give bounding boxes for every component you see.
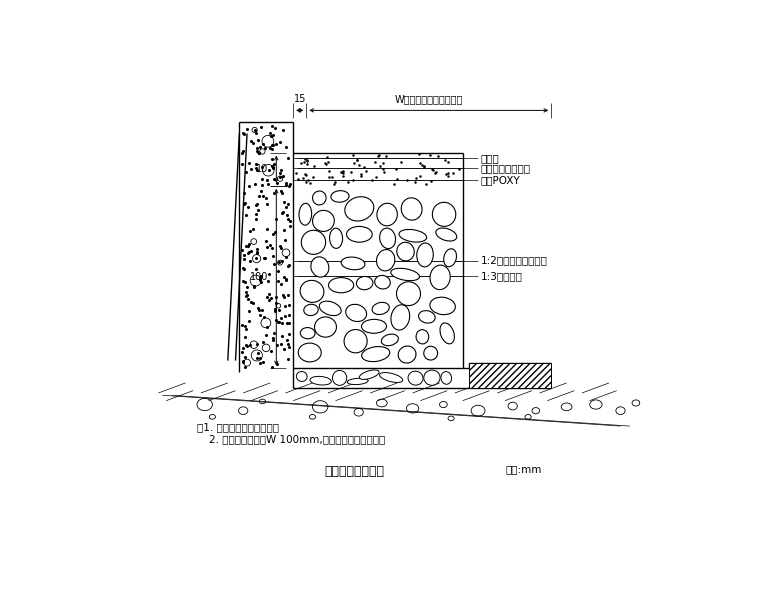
Text: 2. 鹅卵石石子粒径W 100mm,半径由甲方分割调整。: 2. 鹅卵石石子粒径W 100mm,半径由甲方分割调整。 [208, 434, 385, 444]
Text: 饰面层: 饰面层 [480, 153, 499, 163]
Ellipse shape [304, 304, 318, 316]
Ellipse shape [441, 371, 451, 385]
Ellipse shape [298, 343, 321, 362]
Text: 涂框POXY: 涂框POXY [480, 175, 520, 184]
Ellipse shape [430, 297, 455, 314]
Ellipse shape [359, 370, 379, 379]
Ellipse shape [440, 323, 454, 344]
Ellipse shape [401, 198, 422, 220]
Ellipse shape [312, 210, 334, 231]
Ellipse shape [408, 371, 423, 385]
Ellipse shape [416, 329, 429, 344]
Ellipse shape [398, 346, 416, 363]
Text: 单位:mm: 单位:mm [505, 465, 541, 474]
Text: 10: 10 [255, 164, 268, 174]
Ellipse shape [391, 268, 420, 281]
Ellipse shape [444, 249, 457, 267]
Ellipse shape [331, 190, 349, 202]
Ellipse shape [430, 265, 450, 289]
Text: 鹅石子踢脚大样图: 鹅石子踢脚大样图 [325, 465, 385, 477]
Ellipse shape [435, 228, 457, 241]
Polygon shape [469, 363, 551, 388]
Ellipse shape [382, 334, 398, 346]
Ellipse shape [332, 370, 347, 385]
Ellipse shape [328, 277, 353, 293]
Text: 100: 100 [249, 272, 268, 282]
Text: W（另详平面示意详图）: W（另详平面示意详图） [394, 94, 463, 104]
Ellipse shape [310, 376, 331, 385]
Text: 注1. 鹅石子采天然鹅卵石。: 注1. 鹅石子采天然鹅卵石。 [197, 422, 279, 432]
Ellipse shape [424, 346, 438, 360]
Ellipse shape [319, 301, 341, 316]
Ellipse shape [346, 304, 366, 322]
Ellipse shape [341, 257, 365, 270]
Text: 1:2水泥掺天然鹅石粉: 1:2水泥掺天然鹅石粉 [480, 256, 547, 265]
Ellipse shape [345, 196, 374, 221]
Ellipse shape [300, 328, 315, 339]
Ellipse shape [432, 202, 456, 226]
Ellipse shape [372, 302, 389, 314]
Ellipse shape [419, 311, 435, 323]
Ellipse shape [344, 329, 367, 353]
Ellipse shape [362, 319, 387, 333]
Ellipse shape [301, 230, 325, 255]
Ellipse shape [397, 242, 414, 261]
Ellipse shape [311, 257, 329, 277]
Ellipse shape [347, 378, 368, 385]
Ellipse shape [299, 203, 312, 225]
Ellipse shape [379, 228, 395, 249]
Ellipse shape [391, 305, 410, 330]
Ellipse shape [312, 191, 326, 205]
Ellipse shape [356, 277, 373, 290]
Ellipse shape [399, 229, 426, 242]
Text: 15: 15 [293, 94, 306, 104]
Ellipse shape [330, 228, 343, 249]
Ellipse shape [296, 371, 307, 382]
Ellipse shape [377, 203, 397, 226]
Ellipse shape [347, 226, 372, 242]
Ellipse shape [416, 243, 433, 267]
Ellipse shape [397, 282, 420, 305]
Text: 网格刷涂一底二度: 网格刷涂一底二度 [480, 163, 530, 173]
Text: 1:3水泥砂浆: 1:3水泥砂浆 [480, 271, 522, 281]
Ellipse shape [376, 250, 395, 271]
Ellipse shape [300, 280, 324, 302]
Ellipse shape [315, 317, 337, 337]
Ellipse shape [375, 276, 391, 289]
Ellipse shape [379, 373, 403, 382]
Ellipse shape [362, 347, 390, 362]
Ellipse shape [424, 370, 440, 385]
